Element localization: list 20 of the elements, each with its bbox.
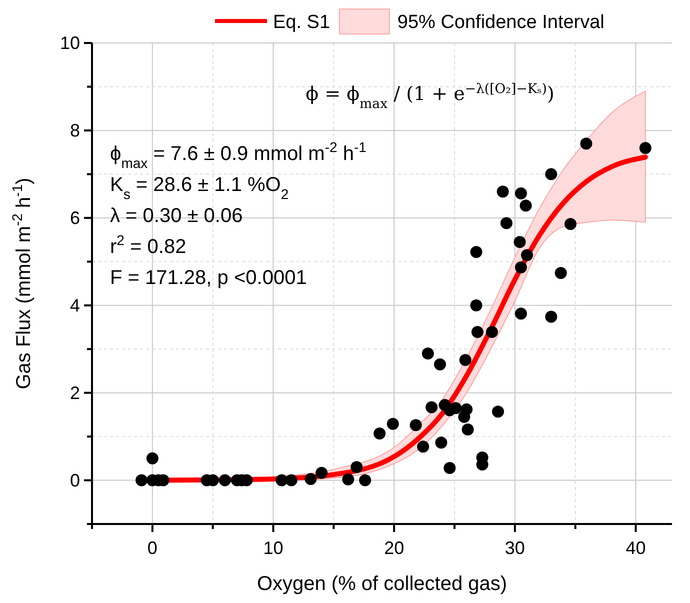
y-tick-label: 4 bbox=[70, 295, 80, 316]
x-tick-label: 30 bbox=[504, 538, 525, 558]
x-tick-label: 0 bbox=[147, 538, 158, 558]
y-tick-label: 6 bbox=[70, 208, 80, 228]
y-tick-label: 2 bbox=[70, 382, 80, 403]
x-tick-label: 40 bbox=[626, 538, 646, 558]
y-tick-label: 8 bbox=[70, 120, 80, 140]
text: 95% Confidence Interval bbox=[397, 12, 604, 33]
legend-label: Eq. S1 bbox=[273, 12, 330, 33]
x-tick-label: 10 bbox=[263, 538, 284, 558]
y-tick-label: 0 bbox=[70, 470, 80, 490]
annotation: r$^{2}$ = 0.82 bbox=[110, 232, 186, 258]
annotation: λ = 0.30 ± 0.06 bbox=[110, 205, 243, 227]
annotation: F = 171.28, p <0.0001 bbox=[110, 267, 307, 289]
x-axis-title: Oxygen (% of collected gas) bbox=[256, 573, 508, 595]
x-tick-label: 20 bbox=[384, 538, 404, 558]
annotation: K$_{s}$ = 28.6 ± 1.1 %O$_{2}$ bbox=[110, 174, 289, 202]
annotation: ϕ$_{max}$ = 7.6 ± 0.9 mmol m$^{-2}$ h$^{-1}$ bbox=[110, 139, 367, 171]
y-tick-label: 10 bbox=[60, 33, 80, 53]
annotation: ϕ = ϕ$_{max}$ / (1 + e$^{−λ([O₂]−Kₛ)}$) bbox=[306, 82, 554, 112]
